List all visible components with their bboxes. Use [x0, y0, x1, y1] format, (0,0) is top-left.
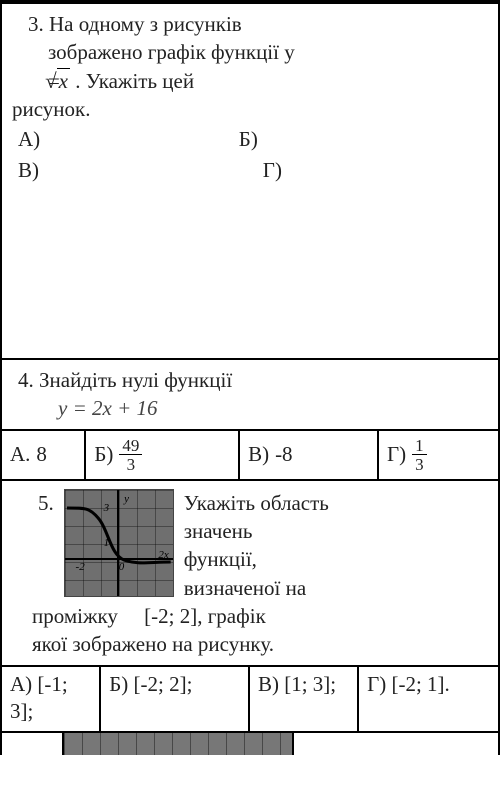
q4-option-b: Б) 49 3	[86, 431, 240, 479]
label-3: 3	[104, 501, 110, 516]
q5-t5: проміжку [-2; 2], графік	[32, 604, 266, 628]
q4-a-val: 8	[36, 442, 47, 467]
q5-a-label: А)	[10, 672, 32, 696]
q4-v-val: -8	[275, 442, 293, 467]
q3-line1: На одному з рисунків	[49, 12, 242, 36]
sqrt-arg: x	[57, 68, 70, 93]
q4-a-label: А.	[10, 442, 30, 467]
q5-t1: Укажіть область	[184, 491, 329, 515]
q5-option-b: Б) [-2; 2];	[101, 667, 250, 732]
q4-option-a: А. 8	[2, 431, 86, 479]
question-4-options: А. 8 Б) 49 3 В) -8 Г) 1 3	[2, 431, 498, 481]
q4-v-label: В)	[248, 442, 269, 467]
q5-g-val: [-2; 1].	[391, 672, 449, 696]
q5-b-val: [-2; 2];	[134, 672, 193, 696]
q5-v-label: В)	[258, 672, 279, 696]
q4-g-frac: 1 3	[412, 437, 427, 473]
q4-equation: y = 2x + 16	[38, 396, 157, 420]
q5-g-label: Г)	[367, 672, 386, 696]
q3-row-ab: А) Б)	[12, 123, 488, 153]
q3-number: 3.	[28, 12, 44, 36]
sqrt-expr: √x	[65, 67, 70, 95]
q3-stem: 3. На одному з рисунків зображено графік…	[12, 10, 488, 95]
q5-option-a: А) [-1; 3];	[2, 667, 101, 732]
q5-t6: якої зображено на рисунку.	[32, 632, 274, 656]
q4-option-v: В) -8	[240, 431, 379, 479]
question-5-options: А) [-1; 3]; Б) [-2; 2]; В) [1; 3]; Г) [-…	[2, 667, 498, 734]
q5-b-label: Б)	[109, 672, 128, 696]
question-5: 5. y 3 1 -2 0 2x У	[2, 481, 498, 667]
q3-line4: рисунок.	[12, 95, 488, 123]
q4-b-frac: 49 3	[119, 437, 142, 473]
q3-option-g: Г)	[239, 156, 282, 184]
q4-b-den: 3	[124, 455, 139, 473]
q4-option-g: Г) 1 3	[379, 431, 498, 479]
label-1: 1	[104, 536, 110, 551]
q5-v-val: [1; 3];	[284, 672, 336, 696]
q4-b-num: 49	[119, 437, 142, 455]
q3-row-vg: В) Г)	[12, 154, 488, 184]
q5-option-g: Г) [-2; 1].	[359, 667, 498, 732]
q4-g-label: Г)	[387, 442, 406, 467]
q4-number: 4.	[18, 368, 34, 392]
q3-figure-space	[12, 184, 488, 354]
q3-option-v: В)	[18, 156, 239, 184]
q3-option-a: А)	[18, 125, 239, 153]
q3-line2: зображено графік функції y	[48, 40, 295, 64]
q5-text-block: Укажіть область значень функції, визначе…	[184, 489, 488, 602]
q5-t4: визначеної на	[184, 576, 306, 600]
label-0: 0	[119, 560, 125, 575]
label-x: 2x	[158, 548, 168, 563]
q4-g-den: 3	[412, 455, 427, 473]
q3-line3b: . Укажіть цей	[75, 69, 194, 93]
q5-option-v: В) [1; 3];	[250, 667, 359, 732]
q4-text: Знайдіть нулі функції	[39, 368, 232, 392]
q5-below: проміжку [-2; 2], графік якої зображено …	[12, 602, 488, 659]
q4-g-num: 1	[412, 437, 427, 455]
q5-graph: y 3 1 -2 0 2x	[64, 489, 174, 597]
question-3: 3. На одному з рисунків зображено графік…	[2, 4, 498, 360]
q4-b-label: Б)	[94, 442, 113, 467]
question-4-stem: 4. Знайдіть нулі функції y = 2x + 16	[2, 360, 498, 431]
q5-t3: функції,	[184, 547, 257, 571]
next-question-cutoff	[2, 733, 498, 755]
q3-option-b: Б)	[239, 125, 258, 153]
label-y: y	[124, 492, 129, 507]
q5-number: 5.	[12, 489, 54, 602]
q5-t2: значень	[184, 519, 253, 543]
label-n2: -2	[76, 560, 85, 575]
